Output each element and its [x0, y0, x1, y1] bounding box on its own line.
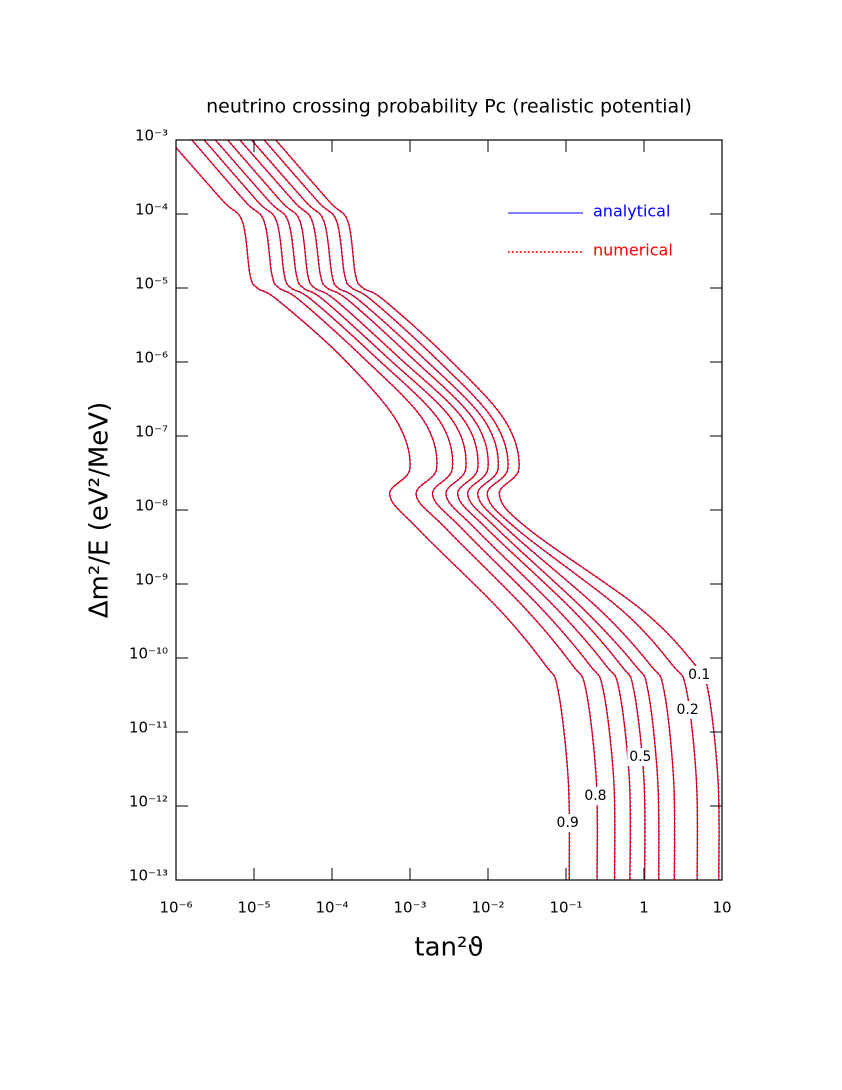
y-tick-label: 10⁻⁴ — [135, 201, 168, 219]
contour-line-dotted — [250, 140, 676, 880]
contour-line-dotted — [191, 140, 599, 880]
y-tick-label: 10⁻¹¹ — [129, 719, 168, 737]
legend-label: numerical — [593, 241, 673, 260]
chart-title: neutrino crossing probability Pc (realis… — [206, 96, 692, 118]
x-tick-label: 1 — [639, 899, 649, 917]
contour-label-bg — [686, 666, 713, 684]
y-tick-label: 10⁻¹³ — [129, 867, 168, 885]
y-tick-label: 10⁻⁷ — [135, 423, 168, 441]
contour-label-bg — [627, 748, 654, 766]
x-axis-label: tan²ϑ — [414, 933, 483, 963]
contour-line-dotted — [226, 140, 646, 880]
contour-line-dotted — [263, 140, 699, 880]
contour-label-bg — [674, 701, 701, 719]
contour-label: 0.8 — [584, 788, 606, 804]
legend-label: analytical — [593, 202, 670, 221]
x-tick-label: 10⁻⁶ — [159, 899, 192, 917]
contour-line-dotted — [214, 140, 632, 880]
y-tick-label: 10⁻⁸ — [135, 497, 168, 515]
y-tick-label: 10⁻⁹ — [135, 571, 168, 589]
x-tick-label: 10⁻³ — [393, 899, 426, 917]
contour-line-dotted — [203, 140, 616, 880]
contour-label: 0.5 — [629, 749, 651, 765]
x-tick-label: 10 — [712, 899, 731, 917]
y-axis-label: Δm²/E (eV²/MeV) — [85, 402, 115, 618]
contour-line-dotted — [239, 140, 660, 880]
y-tick-label: 10⁻¹² — [129, 793, 168, 811]
contour-line-dotted — [274, 140, 720, 880]
x-tick-label: 10⁻² — [471, 899, 504, 917]
y-tick-label: 10⁻¹⁰ — [129, 645, 168, 663]
contour-label: 0.2 — [677, 702, 699, 718]
x-tick-label: 10⁻¹ — [549, 899, 582, 917]
y-tick-label: 10⁻³ — [135, 127, 168, 145]
y-tick-label: 10⁻⁶ — [135, 349, 168, 367]
contour-label-bg — [554, 814, 581, 832]
contour-label: 0.1 — [688, 667, 710, 683]
x-tick-label: 10⁻⁴ — [315, 899, 348, 917]
contour-label-bg — [582, 787, 609, 805]
x-tick-label: 10⁻⁵ — [237, 899, 270, 917]
y-tick-label: 10⁻⁵ — [135, 275, 168, 293]
contour-line-dotted — [176, 146, 571, 880]
contour-label: 0.9 — [557, 815, 579, 831]
